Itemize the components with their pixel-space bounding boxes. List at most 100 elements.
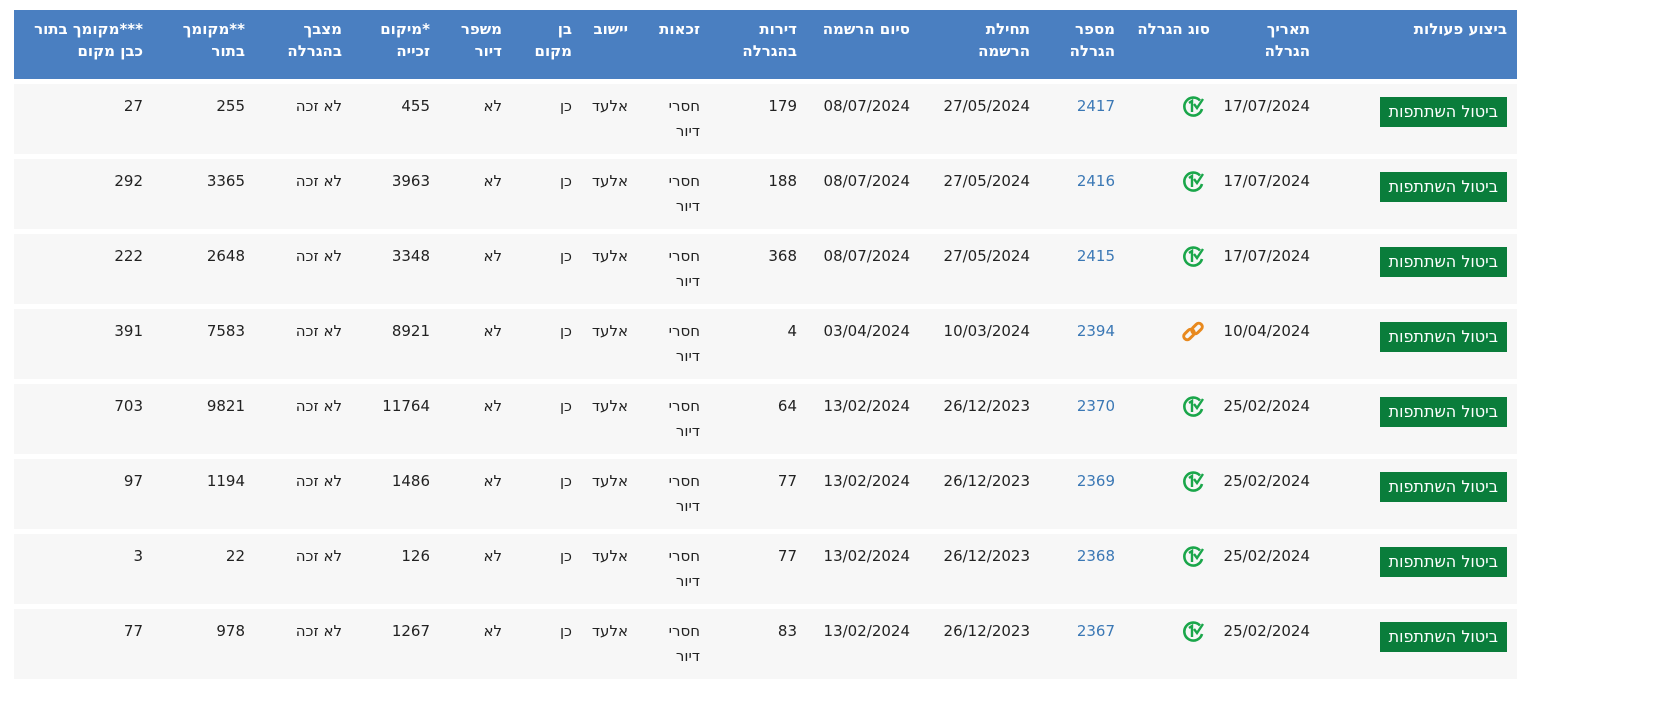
cell-lottery-status: לא זכה — [255, 609, 352, 679]
cancel-participation-button[interactable]: ביטול השתתפות — [1379, 247, 1507, 277]
cell-winning-position: 455 — [352, 84, 440, 154]
cell-queue-rank: 255 — [153, 84, 255, 154]
cell-winning-position: 1267 — [352, 609, 440, 679]
cell-eligibility: חסרי דיור — [638, 84, 710, 154]
cell-local-queue-rank: 292 — [14, 159, 153, 229]
cell-winning-position: 3348 — [352, 234, 440, 304]
cell-housing-improver: לא — [440, 609, 512, 679]
cell-winning-position: 3963 — [352, 159, 440, 229]
cell-apartments: 77 — [710, 534, 807, 604]
cell-local-resident: כן — [512, 84, 582, 154]
cancel-participation-button[interactable]: ביטול השתתפות — [1379, 397, 1507, 427]
cell-registration-start: 26/12/2023 — [920, 459, 1040, 529]
cancel-participation-button[interactable]: ביטול השתתפות — [1379, 622, 1507, 652]
cell-apartments: 188 — [710, 159, 807, 229]
cell-lottery-status: לא זכה — [255, 234, 352, 304]
table-row: ביטול השתתפות 25/02/2024 2370 26/12/2023 13/… — [14, 384, 1517, 454]
cancel-participation-button[interactable]: ביטול השתתפות — [1379, 322, 1507, 352]
cell-lottery-type — [1125, 534, 1220, 604]
cell-apartments: 83 — [710, 609, 807, 679]
header-eligibility: זכאות — [638, 10, 710, 79]
header-winning-position: *מיקום זכייה — [352, 10, 440, 79]
cell-registration-start: 27/05/2024 — [920, 84, 1040, 154]
cell-registration-start: 27/05/2024 — [920, 234, 1040, 304]
cell-winning-position: 8921 — [352, 309, 440, 379]
cell-winning-position: 11764 — [352, 384, 440, 454]
cell-lottery-status: לא זכה — [255, 384, 352, 454]
cell-settlement: אלעד — [582, 84, 638, 154]
cell-actions: ביטול השתתפות — [1320, 309, 1517, 379]
cell-actions: ביטול השתתפות — [1320, 609, 1517, 679]
cell-lottery-date: 25/02/2024 — [1220, 384, 1320, 454]
cell-local-resident: כן — [512, 459, 582, 529]
cell-lottery-date: 17/07/2024 — [1220, 159, 1320, 229]
cell-actions: ביטול השתתפות — [1320, 84, 1517, 154]
cell-queue-rank: 3365 — [153, 159, 255, 229]
cell-housing-improver: לא — [440, 459, 512, 529]
table-header-row: ביצוע פעולות תאריך הגרלה סוג הגרלה מספר הגר… — [14, 10, 1517, 79]
cell-apartments: 179 — [710, 84, 807, 154]
lottery-check-icon — [1180, 169, 1206, 195]
cell-registration-start: 26/12/2023 — [920, 609, 1040, 679]
cell-registration-end: 08/07/2024 — [807, 234, 920, 304]
cell-actions: ביטול השתתפות — [1320, 459, 1517, 529]
cell-registration-start: 26/12/2023 — [920, 384, 1040, 454]
lottery-number-link[interactable]: 2369 — [1040, 459, 1125, 529]
cancel-participation-button[interactable]: ביטול השתתפות — [1379, 472, 1507, 502]
lottery-number-link[interactable]: 2370 — [1040, 384, 1125, 454]
cell-local-queue-rank: 222 — [14, 234, 153, 304]
cell-apartments: 368 — [710, 234, 807, 304]
cell-settlement: אלעד — [582, 609, 638, 679]
cell-registration-start: 10/03/2024 — [920, 309, 1040, 379]
cell-registration-end: 13/02/2024 — [807, 384, 920, 454]
cell-lottery-date: 10/04/2024 — [1220, 309, 1320, 379]
cell-housing-improver: לא — [440, 234, 512, 304]
cell-housing-improver: לא — [440, 309, 512, 379]
cell-settlement: אלעד — [582, 309, 638, 379]
cell-local-resident: כן — [512, 234, 582, 304]
cell-registration-end: 13/02/2024 — [807, 459, 920, 529]
lottery-check-icon — [1180, 244, 1206, 270]
cell-settlement: אלעד — [582, 159, 638, 229]
header-lottery-status: מצבך בהגרלה — [255, 10, 352, 79]
header-housing-improver: משפר דיור — [440, 10, 512, 79]
lottery-number-link[interactable]: 2368 — [1040, 534, 1125, 604]
cell-settlement: אלעד — [582, 384, 638, 454]
lotteries-table-container: ביצוע פעולות תאריך הגרלה סוג הגרלה מספר הגר… — [14, 5, 1517, 684]
table-row: ביטול השתתפות 25/02/2024 2367 26/12/2023 13/… — [14, 609, 1517, 679]
cell-queue-rank: 1194 — [153, 459, 255, 529]
cell-lottery-date: 25/02/2024 — [1220, 459, 1320, 529]
lottery-number-link[interactable]: 2394 — [1040, 309, 1125, 379]
cell-local-queue-rank: 703 — [14, 384, 153, 454]
table-row: ביטול השתתפות 10/04/2024 2394 10/03/2024 03/… — [14, 309, 1517, 379]
lottery-check-icon — [1180, 619, 1206, 645]
table-row: ביטול השתתפות 17/07/2024 2415 27/05/2024 08/… — [14, 234, 1517, 304]
cell-settlement: אלעד — [582, 459, 638, 529]
lottery-number-link[interactable]: 2367 — [1040, 609, 1125, 679]
lottery-number-link[interactable]: 2415 — [1040, 234, 1125, 304]
cell-queue-rank: 978 — [153, 609, 255, 679]
header-local-queue-rank: ***מקומך בתור כבן מקום — [14, 10, 153, 79]
lottery-number-link[interactable]: 2417 — [1040, 84, 1125, 154]
cell-settlement: אלעד — [582, 234, 638, 304]
lottery-number-link[interactable]: 2416 — [1040, 159, 1125, 229]
cancel-participation-button[interactable]: ביטול השתתפות — [1379, 97, 1507, 127]
cell-lottery-status: לא זכה — [255, 459, 352, 529]
header-apartments: דירות בהגרלה — [710, 10, 807, 79]
cell-lottery-status: לא זכה — [255, 159, 352, 229]
table-row: ביטול השתתפות 25/02/2024 2369 26/12/2023 13/… — [14, 459, 1517, 529]
cell-eligibility: חסרי דיור — [638, 534, 710, 604]
cancel-participation-button[interactable]: ביטול השתתפות — [1379, 172, 1507, 202]
cell-winning-position: 1486 — [352, 459, 440, 529]
lotteries-table: ביצוע פעולות תאריך הגרלה סוג הגרלה מספר הגר… — [14, 5, 1517, 684]
cell-local-queue-rank: 77 — [14, 609, 153, 679]
cell-local-queue-rank: 391 — [14, 309, 153, 379]
cell-queue-rank: 22 — [153, 534, 255, 604]
header-lottery-number: מספר הגרלה — [1040, 10, 1125, 79]
cell-registration-end: 03/04/2024 — [807, 309, 920, 379]
header-queue-rank: **מקומך בתור — [153, 10, 255, 79]
cell-lottery-date: 25/02/2024 — [1220, 534, 1320, 604]
cell-winning-position: 126 — [352, 534, 440, 604]
header-actions: ביצוע פעולות — [1320, 10, 1517, 79]
cancel-participation-button[interactable]: ביטול השתתפות — [1379, 547, 1507, 577]
